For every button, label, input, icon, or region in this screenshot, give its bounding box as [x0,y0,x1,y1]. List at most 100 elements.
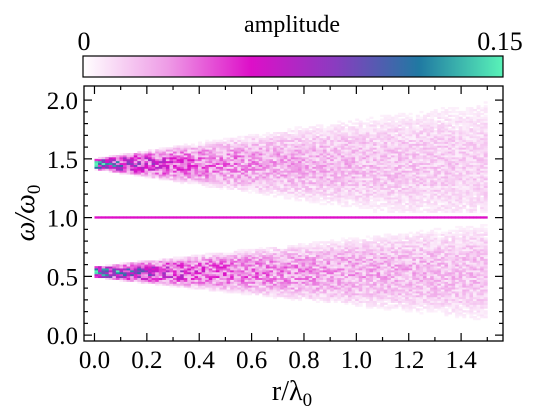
heatmap-cell [126,275,131,279]
heatmap-cell [301,246,306,250]
heatmap-cell [369,241,374,244]
heatmap-cell [412,233,417,236]
heatmap-cell [351,133,356,137]
heatmap-cell [369,298,374,302]
heatmap-cell [187,172,192,175]
heatmap-cell [169,176,174,179]
heatmap-cell [283,191,288,194]
heatmap-cell [405,281,410,284]
heatmap-cell [283,197,288,200]
heatmap-cell [265,131,270,135]
heatmap-cell [244,162,249,165]
heatmap-cell [290,179,295,183]
heatmap-cell [237,145,242,148]
heatmap-cell [287,135,292,139]
heatmap-cell [365,285,370,288]
heatmap-cell [280,216,285,219]
heatmap-cell [405,235,410,238]
heatmap-cell [173,279,178,282]
heatmap-cell [301,269,306,273]
heatmap-cell [269,266,274,269]
heatmap-cell [326,128,331,131]
heatmap-cell [330,202,335,206]
heatmap-cell [308,273,313,277]
heatmap-cell [290,162,295,165]
heatmap-cell [283,177,288,181]
heatmap-cell [287,128,292,131]
heatmap-cell [205,149,210,152]
heatmap-cell [312,176,317,179]
heatmap-cell [337,130,342,133]
heatmap-cell [230,166,235,169]
heatmap-cell [380,174,385,177]
heatmap-cell [198,176,202,179]
heatmap-cell [405,243,410,246]
heatmap-cell [405,241,410,244]
heatmap-cell [233,162,238,165]
heatmap-cell [398,252,402,256]
heatmap-cell [362,292,367,296]
heatmap-cell [355,128,360,131]
heatmap-cell [223,264,227,267]
heatmap-cell [369,245,374,248]
heatmap-cell [190,151,195,154]
heatmap-cell [340,183,345,187]
heatmap-cell [355,170,360,173]
heatmap-cell [176,275,181,279]
heatmap-cell [251,271,256,275]
heatmap-cell [265,166,270,169]
heatmap-cell [305,285,310,288]
heatmap-cell [408,231,413,234]
heatmap-cell [148,149,153,152]
heatmap-cell [273,289,277,292]
heatmap-cell [408,118,413,121]
heatmap-cell [162,216,167,219]
heatmap-cell [405,124,410,127]
heatmap-cell [269,279,274,282]
heatmap-cell [101,156,106,160]
heatmap-cell [398,160,402,164]
heatmap-cell [290,262,295,265]
heatmap-cell [319,128,324,131]
heatmap-cell [133,168,138,171]
heatmap-cell [112,266,117,269]
heatmap-cell [283,250,288,254]
heatmap-cell [233,160,238,164]
heatmap-cell [344,283,349,286]
heatmap-cell [105,166,110,169]
heatmap-cell [294,130,299,133]
heatmap-cell [387,289,392,292]
heatmap-cell [405,258,410,261]
heatmap-cell [344,156,349,160]
heatmap-cell [408,128,413,131]
heatmap-cell [315,130,320,133]
heatmap-cell [348,135,352,139]
heatmap-cell [373,292,377,296]
heatmap-cell [398,128,402,131]
heatmap-cell [355,304,360,307]
heatmap-cell [165,166,170,169]
heatmap-cell [158,156,163,160]
heatmap-cell [262,256,267,259]
heatmap-cell [387,135,392,139]
heatmap-cell [365,176,370,179]
heatmap-cell [273,258,277,261]
heatmap-cell [415,176,420,179]
heatmap-cell [280,153,285,156]
heatmap-cell [401,291,406,294]
heatmap-cell [237,151,242,154]
heatmap-cell [323,193,327,196]
heatmap-cell [219,176,224,179]
heatmap-cell [340,287,345,290]
heatmap-cell [230,141,235,144]
heatmap-cell [315,245,320,248]
heatmap-cell [219,287,224,290]
heatmap-cell [401,258,406,261]
heatmap-cell [365,124,370,127]
heatmap-cell [337,279,342,282]
heatmap-cell [262,177,267,181]
heatmap-cell [330,133,335,137]
heatmap-cell [101,166,106,169]
heatmap-cell [412,202,417,206]
heatmap-cell [362,197,367,200]
